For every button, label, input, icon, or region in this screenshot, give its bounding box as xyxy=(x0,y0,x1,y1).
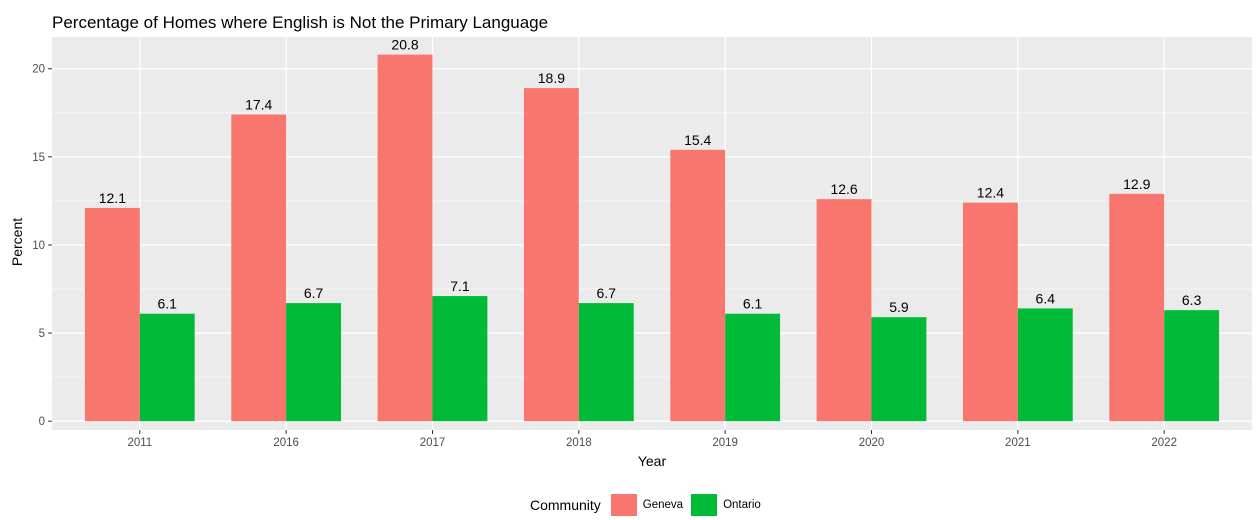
bar-ontario-2019 xyxy=(725,313,781,422)
data-label-ontario-2017: 7.1 xyxy=(450,278,470,294)
data-label-ontario-2022: 6.3 xyxy=(1182,292,1202,308)
legend-label-geneva: Geneva xyxy=(642,499,684,511)
x-axis-title: Year xyxy=(638,453,667,469)
data-label-geneva-2018: 18.9 xyxy=(538,70,565,86)
bar-ontario-2011 xyxy=(139,313,195,422)
x-tick-label-2016: 2016 xyxy=(273,437,299,449)
legend-title: Community xyxy=(530,497,601,513)
x-tick-label-2018: 2018 xyxy=(566,437,592,449)
data-label-geneva-2020: 12.6 xyxy=(830,181,857,197)
x-tick-label-2022: 2022 xyxy=(1151,437,1177,449)
bars xyxy=(84,54,1220,422)
y-tick-label: 20 xyxy=(32,64,45,76)
data-label-ontario-2018: 6.7 xyxy=(597,285,617,301)
y-axis-title: Percent xyxy=(9,218,25,266)
data-label-ontario-2020: 5.9 xyxy=(889,299,909,315)
x-axis-ticks: 2011 2016 2017 2018 2019 2020 2021 2022 xyxy=(127,430,1177,449)
data-label-geneva-2021: 12.4 xyxy=(977,185,1004,201)
x-tick-label-2019: 2019 xyxy=(712,437,738,449)
bar-geneva-2021 xyxy=(962,202,1018,422)
y-tick-label: 0 xyxy=(39,416,45,428)
bar-ontario-2016 xyxy=(286,303,342,422)
bar-geneva-2022 xyxy=(1109,193,1165,422)
chart-title: Percentage of Homes where English is Not… xyxy=(52,13,549,32)
y-tick-label: 10 xyxy=(32,240,45,252)
bar-geneva-2020 xyxy=(816,199,872,422)
data-label-ontario-2021: 6.4 xyxy=(1036,290,1056,306)
x-tick-label-2021: 2021 xyxy=(1005,437,1031,449)
x-tick-label-2020: 2020 xyxy=(859,437,885,449)
bar-geneva-2018 xyxy=(523,88,579,422)
data-label-geneva-2011: 12.1 xyxy=(99,190,126,206)
bar-ontario-2021 xyxy=(1017,308,1073,422)
legend: Community Geneva Ontario xyxy=(530,490,769,520)
data-label-geneva-2019: 15.4 xyxy=(684,132,711,148)
y-tick-label: 15 xyxy=(32,152,45,164)
legend-key-geneva xyxy=(610,494,637,516)
bar-geneva-2016 xyxy=(231,114,287,422)
legend-key-ontario xyxy=(691,494,718,516)
bar-geneva-2017 xyxy=(377,54,433,422)
bar-geneva-2011 xyxy=(84,207,140,422)
bar-geneva-2019 xyxy=(670,149,726,422)
data-label-geneva-2017: 20.8 xyxy=(391,37,418,53)
data-label-ontario-2016: 6.7 xyxy=(304,285,324,301)
x-tick-label-2011: 2011 xyxy=(127,437,152,449)
data-label-geneva-2022: 12.9 xyxy=(1123,176,1150,192)
y-axis-ticks: 0 5 10 15 20 xyxy=(32,64,52,428)
bar-ontario-2022 xyxy=(1164,310,1220,422)
y-tick-label: 5 xyxy=(39,328,45,340)
x-tick-label-2017: 2017 xyxy=(420,437,446,449)
data-label-geneva-2016: 17.4 xyxy=(245,97,272,113)
bar-ontario-2018 xyxy=(578,303,634,422)
data-labels: 12.1 17.4 20.8 18.9 15.4 12.6 12.4 12.9 6.1 6.7 7.… xyxy=(99,37,1202,316)
legend-item-geneva: Geneva xyxy=(610,494,684,516)
bar-ontario-2020 xyxy=(871,317,927,422)
data-label-ontario-2011: 6.1 xyxy=(158,296,178,312)
bar-ontario-2017 xyxy=(432,296,488,422)
legend-label-ontario: Ontario xyxy=(723,499,761,511)
legend-item-ontario: Ontario xyxy=(691,494,761,516)
data-label-ontario-2019: 6.1 xyxy=(743,296,763,312)
